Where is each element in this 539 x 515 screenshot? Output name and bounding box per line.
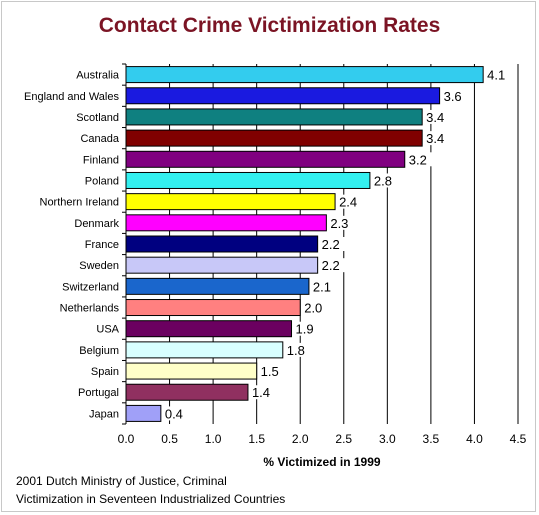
value-label: 2.8 (374, 173, 392, 188)
bar (125, 299, 301, 317)
category-label: Finland (83, 154, 119, 166)
value-label-bg (327, 215, 354, 230)
category-label: Northern Ireland (40, 197, 120, 209)
value-label: 1.4 (252, 385, 270, 400)
value-label: 2.2 (322, 237, 340, 252)
x-tick-label: 4.0 (466, 432, 483, 446)
category-label: Belgium (79, 345, 119, 357)
value-label-bg (161, 406, 188, 421)
value-label: 2.2 (322, 258, 340, 273)
value-label: 2.0 (304, 301, 322, 316)
category-label: Sweden (79, 260, 119, 272)
bar (125, 277, 310, 295)
x-axis-label: % Victimized in 1999 (263, 455, 381, 469)
x-tick-label: 4.5 (510, 432, 527, 446)
x-tick-label: 1.0 (205, 432, 222, 446)
value-label: 4.1 (487, 68, 505, 83)
bar (125, 404, 162, 422)
value-label-bg (484, 67, 511, 82)
value-label-bg (257, 364, 284, 379)
value-label-bg (318, 237, 345, 251)
value-label: 3.6 (444, 89, 462, 104)
bar (125, 66, 484, 84)
category-label: Poland (85, 175, 119, 187)
bar (125, 87, 441, 105)
category-label: France (85, 239, 119, 251)
value-label: 1.9 (296, 322, 314, 337)
category-label: Netherlands (60, 303, 120, 315)
value-label: 0.4 (165, 406, 183, 421)
bar (125, 256, 319, 274)
x-tick-label: 0.0 (118, 432, 135, 446)
value-label-bg (283, 342, 310, 357)
value-label-bg (292, 321, 319, 336)
value-label: 2.4 (339, 195, 357, 210)
value-label-bg (370, 173, 397, 188)
x-tick-label: 3.0 (379, 432, 396, 446)
category-label: England and Wales (24, 91, 119, 103)
bar (125, 362, 258, 380)
source-line-1: 2001 Dutch Ministry of Justice, Criminal (16, 474, 227, 488)
bar (125, 150, 406, 168)
category-label: Scotland (76, 112, 119, 124)
value-label: 3.4 (426, 110, 444, 125)
bar (125, 193, 336, 211)
bar (125, 214, 327, 232)
bar (125, 235, 319, 253)
value-label: 1.8 (287, 343, 305, 358)
value-label-bg (423, 131, 450, 146)
category-label: Spain (91, 366, 119, 378)
x-tick-label: 1.5 (248, 432, 265, 446)
category-label: Switzerland (62, 281, 119, 293)
value-label-bg (318, 258, 345, 273)
bar (125, 108, 423, 126)
value-label-bg (336, 194, 363, 209)
bar (125, 383, 249, 401)
category-label: Japan (89, 408, 119, 420)
source-line-2: Victimization in Seventeen Industrialize… (16, 492, 286, 506)
source-note: 2001 Dutch Ministry of Justice, Criminal… (16, 472, 285, 508)
x-tick-label: 3.5 (423, 432, 440, 446)
category-label: USA (96, 324, 119, 336)
category-label: Denmark (74, 218, 119, 230)
value-label: 1.5 (261, 364, 279, 379)
x-tick-label: 2.5 (335, 432, 352, 446)
bar (125, 320, 293, 338)
value-label: 3.2 (409, 152, 427, 167)
value-label: 2.1 (313, 279, 331, 294)
value-label-bg (423, 109, 450, 124)
category-label: Canada (80, 133, 119, 145)
category-label: Australia (76, 70, 120, 82)
value-label: 3.4 (426, 131, 444, 146)
category-label: Portugal (78, 387, 119, 399)
x-tick-label: 2.0 (292, 432, 309, 446)
bar (125, 129, 423, 147)
chart-title: Contact Crime Victimization Rates (98, 14, 441, 37)
bar (125, 171, 371, 189)
x-tick-label: 0.5 (161, 432, 178, 446)
value-label-bg (440, 88, 467, 103)
value-label-bg (301, 300, 328, 315)
bar (125, 341, 284, 359)
value-label: 2.3 (330, 216, 348, 231)
value-label-bg (248, 385, 275, 400)
value-label-bg (309, 279, 336, 294)
value-label-bg (405, 152, 432, 167)
